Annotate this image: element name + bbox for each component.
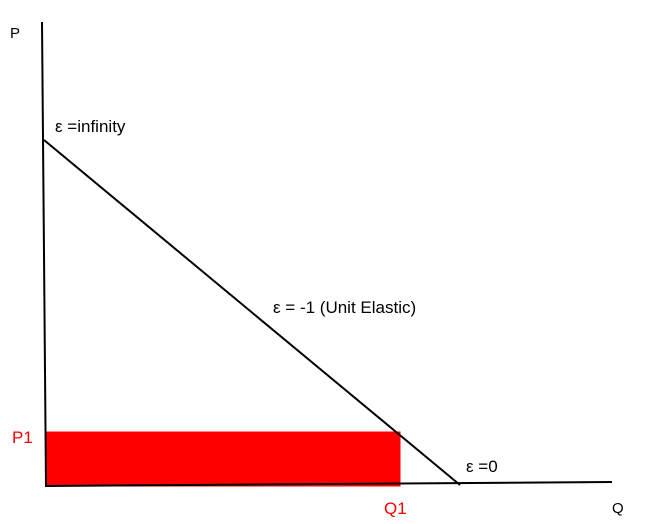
- y-axis-label: P: [10, 25, 20, 42]
- demand-curve: [43, 139, 461, 486]
- revenue-rectangle: [45, 431, 401, 487]
- quantity-axis: [45, 481, 613, 487]
- elasticity-zero-label: ε =0: [466, 457, 498, 476]
- x-axis-label: Q: [612, 500, 624, 517]
- elasticity-infinity-label: ε =infinity: [55, 117, 126, 136]
- elasticity-unit-label: ε = -1 (Unit Elastic): [273, 298, 416, 317]
- quantity-q1-label: Q1: [384, 499, 407, 518]
- price-p1-label: P1: [12, 428, 33, 447]
- price-axis: [41, 21, 47, 488]
